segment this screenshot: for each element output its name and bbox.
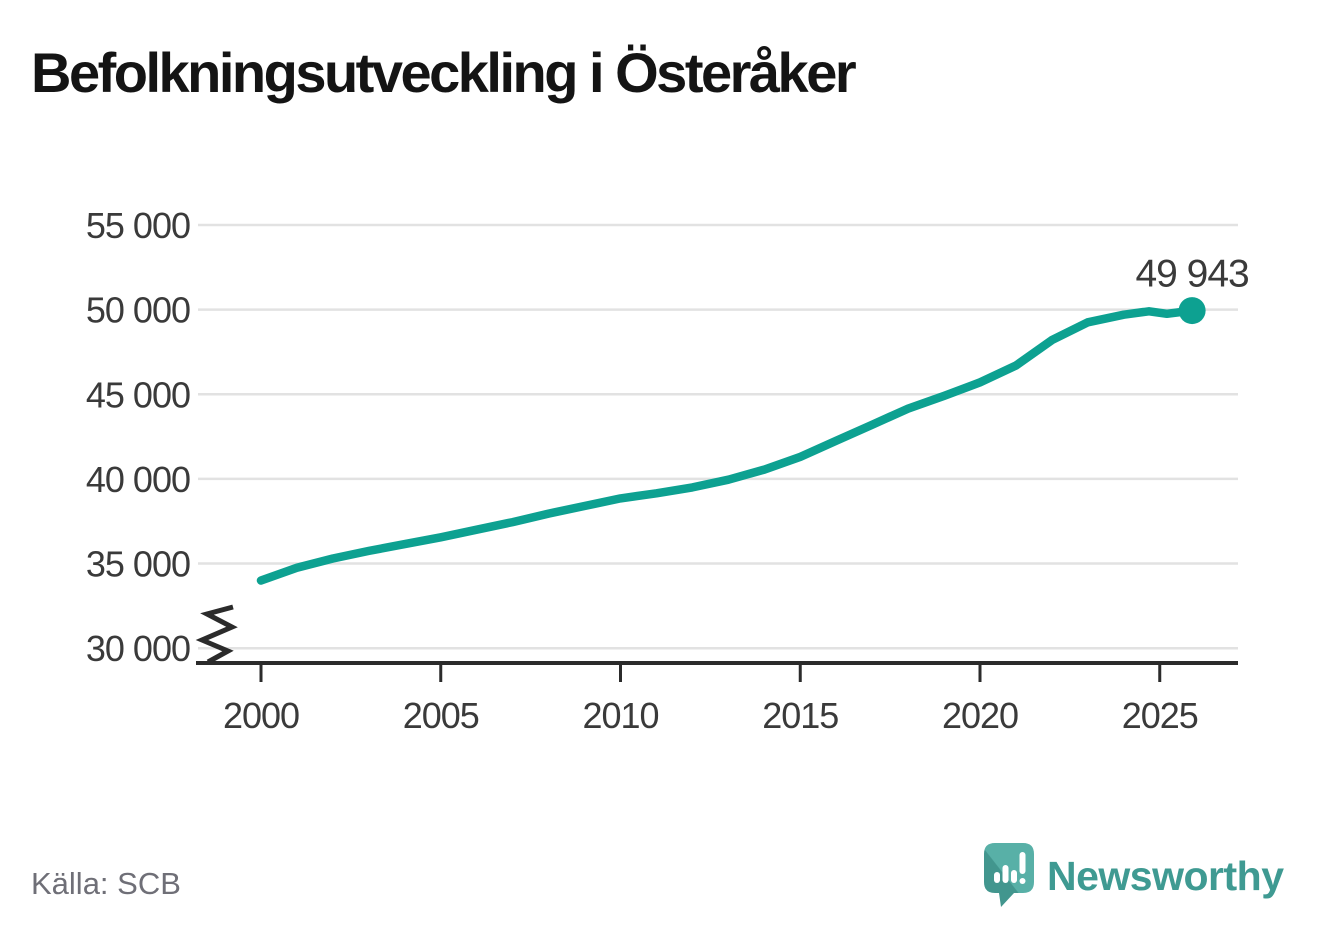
y-tick-label: 50 000 bbox=[86, 290, 190, 331]
chart-title: Befolkningsutveckling i Österåker bbox=[31, 41, 857, 104]
population-series-line bbox=[256, 306, 1197, 585]
y-tick-label: 30 000 bbox=[86, 628, 190, 669]
newsworthy-logo-icon bbox=[984, 843, 1034, 907]
x-tick-label: 2010 bbox=[582, 695, 658, 736]
gridlines bbox=[198, 223, 1238, 650]
y-tick-label: 35 000 bbox=[86, 544, 190, 585]
y-tick-label: 45 000 bbox=[86, 374, 190, 415]
source-note: Källa: SCB bbox=[31, 866, 181, 901]
newsworthy-logo: Newsworthy bbox=[984, 843, 1284, 909]
x-axis-ticks bbox=[259, 665, 1162, 682]
speech-bubble-shape bbox=[984, 843, 1034, 907]
y-axis-break-zigzag bbox=[195, 604, 238, 665]
bar-chart-icon bbox=[994, 852, 1026, 884]
x-tick-label: 2015 bbox=[762, 695, 838, 736]
x-tick-label: 2005 bbox=[403, 695, 479, 736]
y-axis-tick-labels: 30 000 35 000 40 000 45 000 50 000 55 000 bbox=[86, 205, 191, 669]
x-tick-label: 2025 bbox=[1122, 695, 1198, 736]
latest-value-dot bbox=[1178, 297, 1206, 325]
x-tick-label: 2000 bbox=[223, 695, 299, 736]
y-tick-label: 55 000 bbox=[86, 205, 190, 246]
x-axis-tick-labels: 2000 2005 2010 2015 2020 2025 bbox=[223, 695, 1199, 736]
y-tick-label: 40 000 bbox=[86, 459, 190, 500]
brand-name: Newsworthy bbox=[1047, 853, 1284, 899]
latest-value-label: 49 943 bbox=[1135, 253, 1248, 296]
exclamation-icon bbox=[1019, 852, 1026, 874]
x-tick-label: 2020 bbox=[942, 695, 1018, 736]
